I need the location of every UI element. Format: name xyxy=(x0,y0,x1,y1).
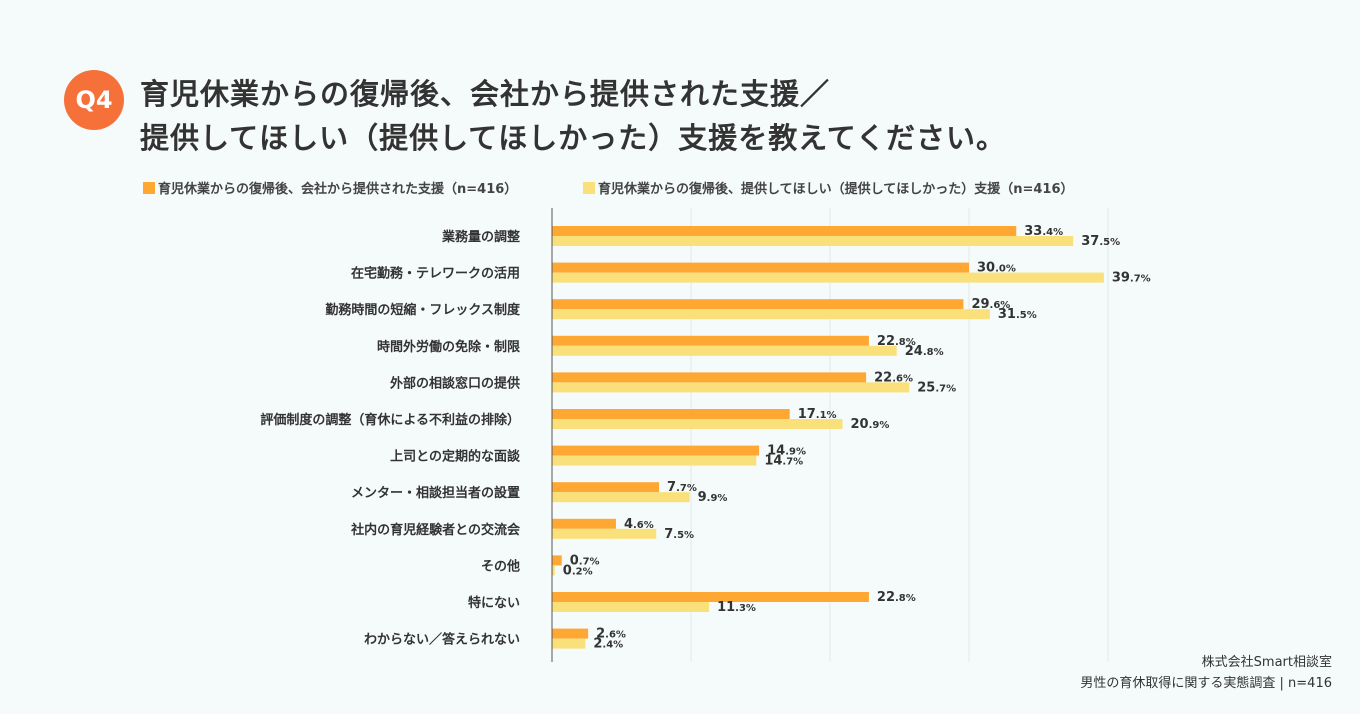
category-label: その他 xyxy=(481,558,520,574)
bar xyxy=(552,382,910,393)
bar xyxy=(552,602,710,612)
question-badge: Q4 xyxy=(64,70,124,130)
category-label: 特にない xyxy=(468,595,520,611)
data-label: 37.5% xyxy=(1081,234,1120,249)
source-survey: 男性の育休取得に関する実態調査 | n=416 xyxy=(1080,676,1332,691)
data-label: 7.5% xyxy=(664,527,694,542)
category-label: 業務量の調整 xyxy=(441,229,521,245)
category-label: 勤務時間の短縮・フレックス制度 xyxy=(325,302,521,318)
data-label: 24.8% xyxy=(905,344,944,359)
bar xyxy=(552,345,897,356)
data-label: 11.3% xyxy=(717,600,756,615)
bar xyxy=(552,528,657,539)
category-label: メンター・相談担当者の設置 xyxy=(351,485,520,501)
bar xyxy=(552,628,589,639)
legend-label: 育児休業からの復帰後、提供してほしい（提供してほしかった）支援（n=416） xyxy=(598,182,1074,197)
bar xyxy=(552,299,964,310)
bar xyxy=(552,518,616,529)
category-label: 上司との定期的な面談 xyxy=(390,449,521,465)
data-label: 20.9% xyxy=(851,417,890,432)
bar xyxy=(552,226,1017,236)
bar xyxy=(552,455,757,466)
data-label: 31.5% xyxy=(998,307,1037,322)
legend-swatch xyxy=(583,181,595,194)
legend-item-wanted: 育児休業からの復帰後、提供してほしい（提供してほしかった）支援（n=416） xyxy=(583,178,1074,197)
title-line-2: 提供してほしい（提供してほしかった）支援を教えてください。 xyxy=(140,121,1006,155)
data-label: 39.7% xyxy=(1112,271,1151,286)
data-label: 2.6% xyxy=(596,627,626,642)
category-label: 評価制度の調整（育休による不利益の排除） xyxy=(260,412,520,428)
data-label: 17.1% xyxy=(798,407,837,422)
bar xyxy=(552,262,969,273)
category-label: 在宅勤務・テレワークの活用 xyxy=(351,266,520,282)
legend-label: 育児休業からの復帰後、会社から提供された支援（n=416） xyxy=(158,182,518,197)
bar xyxy=(552,335,869,346)
legend-swatch xyxy=(143,181,155,194)
data-label: 22.8% xyxy=(877,334,916,349)
bar xyxy=(552,272,1104,283)
bar xyxy=(552,372,867,383)
bar xyxy=(552,492,690,503)
category-label: 時間外労働の免除・制限 xyxy=(377,339,521,355)
source-company: 株式会社Smart相談室 xyxy=(1201,655,1332,670)
data-label: 7.7% xyxy=(667,480,697,495)
data-label: 33.4% xyxy=(1024,224,1063,239)
data-label: 22.8% xyxy=(877,590,916,605)
category-label: 社内の育児経験者との交流会 xyxy=(350,522,521,538)
page-title: 育児休業からの復帰後、会社から提供された支援／ 提供してほしい（提供してほしかっ… xyxy=(140,72,1006,160)
bar xyxy=(552,236,1074,246)
data-label: 0.7% xyxy=(570,553,600,568)
category-label: 外部の相談窓口の提供 xyxy=(389,375,520,391)
legend-item-provided: 育児休業からの復帰後、会社から提供された支援（n=416） xyxy=(143,178,517,197)
data-label: 14.9% xyxy=(767,444,806,459)
bar xyxy=(552,445,760,456)
bar xyxy=(552,638,586,649)
data-label: 2.4% xyxy=(593,637,623,652)
data-label: 25.7% xyxy=(917,380,956,395)
data-label: 4.6% xyxy=(624,517,654,532)
bar xyxy=(552,555,562,566)
bar xyxy=(552,409,790,419)
bar xyxy=(552,309,990,320)
bar xyxy=(552,419,843,429)
data-label: 29.6% xyxy=(971,297,1010,312)
bar xyxy=(552,592,869,602)
title-line-1: 育児休業からの復帰後、会社から提供された支援／ xyxy=(140,77,831,111)
bar xyxy=(552,565,555,576)
data-label: 14.7% xyxy=(764,454,803,469)
data-label: 30.0% xyxy=(977,261,1016,276)
data-label: 22.6% xyxy=(874,370,913,385)
data-label: 9.9% xyxy=(698,490,728,505)
category-label: わからない／答えられない xyxy=(364,632,520,648)
data-label: 0.2% xyxy=(563,563,593,578)
bar xyxy=(552,482,660,493)
